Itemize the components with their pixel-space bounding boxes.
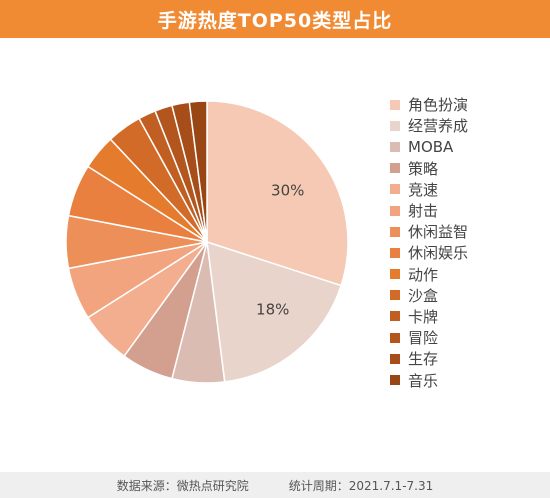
legend-label: 射击 [408,202,439,221]
legend-swatch [390,141,400,152]
pie-data-labels: 30% 18% [256,182,304,319]
legend-swatch [390,353,400,364]
legend-label: 冒险 [408,329,439,348]
legend-swatch [390,226,400,237]
legend-swatch [390,205,400,216]
pie-slice-1 [206,240,343,383]
legend-label: 经营养成 [408,117,469,136]
legend-swatch [390,99,400,110]
legend-item: 卡牌 [390,306,540,327]
slice-data-label-0: 30% [271,182,304,200]
legend-item: 经营养成 [390,115,540,136]
legend-label: 休闲益智 [408,223,469,242]
legend-swatch [390,311,400,322]
data-source: 数据来源：微热点研究院 [116,478,249,493]
legend-item: 沙盒 [390,285,540,306]
title-bar: 手游热度TOP50类型占比 [0,0,550,38]
legend-swatch [390,269,400,280]
legend-swatch [390,290,400,301]
legend-label: 音乐 [408,371,439,390]
legend-label: 动作 [408,265,439,284]
legend-swatch [390,332,400,343]
legend-item: 冒险 [390,327,540,348]
pie-chart: 30% 18% [65,100,349,384]
legend-label: 策略 [408,159,439,178]
legend-item: 策略 [390,158,540,179]
legend-swatch [390,120,400,131]
pie-slice-0 [206,100,349,287]
legend-swatch [390,247,400,258]
legend-item: 动作 [390,264,540,285]
slice-data-label-1: 18% [256,300,289,318]
legend-item: 射击 [390,200,540,221]
legend-label: 沙盒 [408,286,439,305]
chart-title: 手游热度TOP50类型占比 [157,9,393,32]
legend-label: 生存 [408,350,439,369]
legend-item: 休闲益智 [390,221,540,242]
legend-item: 生存 [390,348,540,369]
legend: 角色扮演经营养成 MOBA 策略竞速射击休闲益智休闲娱乐动作沙盒卡牌冒险生存音乐 [390,94,540,391]
footer: 数据来源：微热点研究院 统计周期：2021.7.1-7.31 [0,472,550,498]
legend-item: 音乐 [390,369,540,390]
legend-label: MOBA [408,137,454,156]
statistics-period: 统计周期：2021.7.1-7.31 [288,478,434,493]
legend-label: 休闲娱乐 [408,244,469,263]
legend-item: MOBA [390,136,540,157]
legend-item: 休闲娱乐 [390,242,540,263]
legend-label: 竞速 [408,180,439,199]
legend-swatch [390,375,400,386]
legend-swatch [390,184,400,195]
legend-label: 卡牌 [408,307,439,326]
legend-label: 角色扮演 [408,96,469,115]
legend-item: 角色扮演 [390,94,540,115]
legend-swatch [390,163,400,174]
pie-slice-13 [188,100,208,243]
pie-slices [65,100,349,384]
legend-item: 竞速 [390,179,540,200]
